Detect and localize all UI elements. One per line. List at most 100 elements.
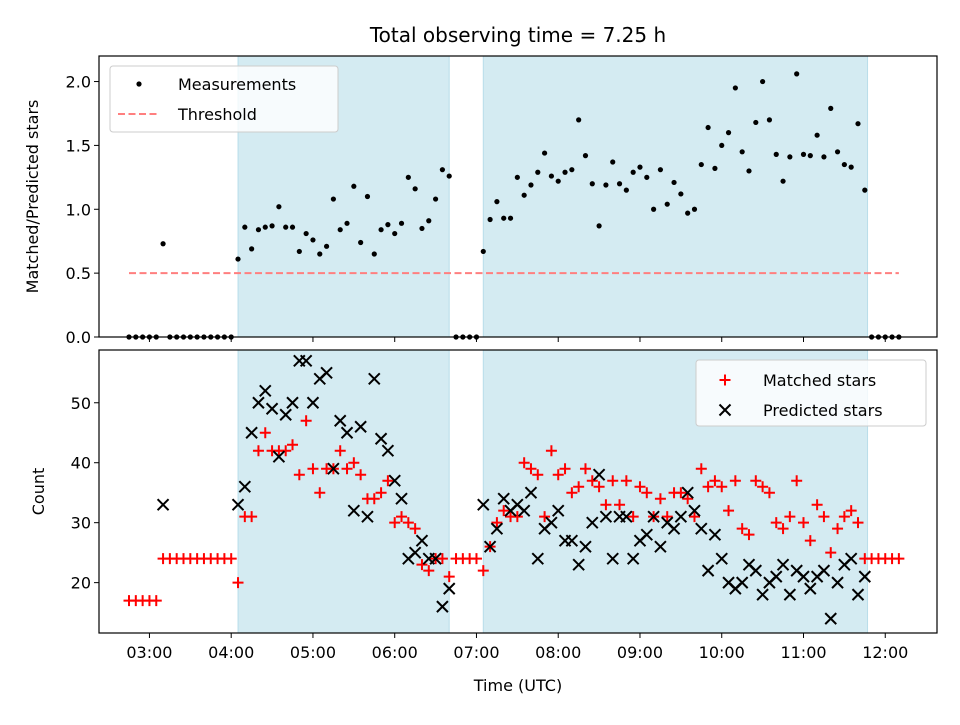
predicted-stars-point — [483, 540, 497, 553]
measurements-point — [787, 154, 793, 160]
measurements-point — [487, 216, 493, 223]
predicted-stars-point — [579, 540, 592, 553]
x-tick-label: 07:00 — [453, 643, 499, 662]
predicted-stars-point — [565, 534, 579, 547]
matched-stars-point — [423, 565, 435, 577]
predicted-stars-point — [259, 384, 272, 397]
count-panel-frame — [98, 349, 938, 634]
predicted-stars-point — [599, 510, 613, 523]
predicted-stars-point — [299, 354, 313, 367]
measurements-point — [712, 165, 718, 171]
predicted-stars-point — [688, 504, 701, 517]
predicted-stars-point — [443, 582, 456, 595]
count-panel-y-tick-label: 40 — [71, 454, 91, 473]
matched-stars-point — [348, 457, 360, 469]
predicted-stars-point — [252, 396, 265, 409]
measurements-point — [582, 153, 589, 159]
predicted-stars-point — [695, 522, 708, 535]
matched-stars-point — [763, 487, 775, 499]
measurements-point — [569, 167, 575, 173]
measurements-point — [283, 224, 289, 230]
predicted-stars-point — [640, 528, 654, 541]
measurements-point — [392, 230, 398, 237]
matched-stars-point — [225, 553, 237, 565]
predicted-stars-point — [320, 366, 333, 379]
matched-stars-point — [729, 475, 741, 487]
predicted-stars-point — [524, 486, 538, 499]
ratio-panel-legend-box — [109, 65, 339, 133]
measurements-point — [725, 130, 732, 136]
matched-stars-point — [709, 475, 721, 487]
matched-stars-point — [532, 469, 544, 481]
measurements-point — [548, 173, 555, 179]
predicted-stars-point — [381, 444, 395, 457]
ratio-panel-y-tick-label: 0.0 — [66, 328, 91, 347]
predicted-stars-point — [824, 612, 837, 625]
predicted-stars-point — [851, 588, 865, 601]
measurements-point — [821, 154, 827, 160]
matched-stars-point — [893, 553, 905, 565]
predicted-stars-point — [701, 564, 715, 577]
predicted-stars-point — [340, 426, 354, 439]
predicted-stars-point — [279, 408, 292, 421]
measurements-point — [848, 164, 854, 170]
matched-stars-point — [811, 499, 823, 511]
measurements-point — [753, 119, 759, 126]
measurements-point — [521, 192, 527, 198]
predicted-stars-point — [831, 576, 844, 589]
count-panel-y-tick-label: 20 — [71, 574, 91, 593]
measurements-point — [855, 121, 861, 127]
matched-stars-point — [443, 571, 455, 583]
matched-stars-point — [634, 481, 646, 493]
measurements-point — [603, 182, 609, 188]
predicted-stars-point — [756, 588, 769, 601]
matched-stars-point — [252, 445, 264, 457]
matched-stars-point — [832, 523, 844, 535]
matched-stars-point — [716, 481, 728, 493]
measurements-point — [541, 150, 548, 156]
matched-stars-point — [287, 439, 299, 451]
measurements-point — [814, 132, 820, 138]
predicted-stars-point — [415, 534, 429, 547]
measurements-point — [630, 169, 636, 175]
measurements-point — [698, 161, 704, 168]
measurements-point — [446, 173, 452, 179]
x-tick-label: 11:00 — [780, 643, 826, 662]
predicted-stars-point — [408, 546, 422, 559]
measurements-point — [834, 149, 841, 155]
predicted-stars-point — [477, 498, 490, 511]
matched-stars-point — [246, 511, 258, 523]
matched-stars-legend-label: Matched stars — [763, 371, 876, 390]
measurements-point — [262, 224, 268, 230]
predicted-stars-point — [735, 576, 749, 589]
x-tick-label: 12:00 — [862, 643, 908, 662]
count-panel-y-ticks: 20 30 40 50 — [71, 394, 99, 593]
measurements-point — [616, 181, 623, 187]
ratio-panel-y-axis-label: Matched/Predicted stars — [23, 100, 42, 294]
count-panel-x-ticks: 03:00 04:00 05:00 06:00 07:00 08:00 09:00 10:00… — [126, 633, 908, 662]
measurements-point — [528, 182, 534, 188]
measurements-point — [344, 220, 350, 226]
matched-stars-point — [614, 499, 626, 511]
predicted-stars-point — [545, 516, 558, 529]
predicted-stars-point — [436, 600, 449, 613]
predicted-stars-point — [606, 552, 619, 565]
measurements-point — [535, 169, 541, 175]
measurements-point — [794, 71, 800, 77]
measurements-point — [862, 187, 868, 193]
matched-stars-point — [470, 553, 482, 565]
matched-stars-point — [682, 493, 694, 505]
predicted-stars-point — [586, 516, 599, 529]
measurements-point — [732, 85, 738, 91]
count-panel-series — [123, 354, 905, 625]
matched-stars-point — [852, 517, 864, 529]
matched-stars-point — [743, 529, 755, 541]
measurements-legend-label: Measurements — [178, 75, 296, 94]
measurements-point — [651, 206, 657, 212]
chart-title: Total observing time = 7.25 h — [369, 23, 666, 47]
measurements-point — [378, 227, 384, 233]
predicted-stars-point — [156, 498, 170, 511]
measurements-point — [828, 105, 834, 111]
measurements-point — [644, 174, 650, 180]
